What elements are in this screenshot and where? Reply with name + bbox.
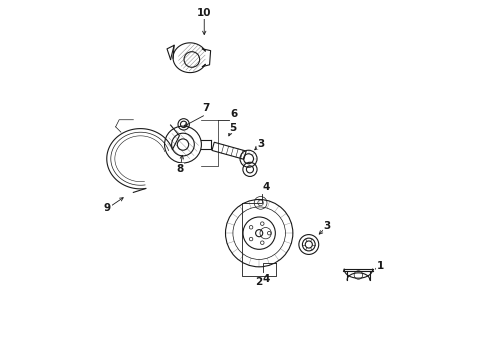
- Text: 3: 3: [323, 221, 331, 231]
- Text: 1: 1: [377, 261, 384, 271]
- Polygon shape: [212, 142, 246, 159]
- Text: 4: 4: [263, 183, 270, 192]
- Text: 3: 3: [257, 139, 265, 149]
- Text: 9: 9: [104, 203, 111, 213]
- Text: 10: 10: [197, 8, 212, 18]
- Text: 8: 8: [176, 164, 184, 174]
- Text: 6: 6: [231, 109, 238, 119]
- Text: 7: 7: [202, 103, 210, 113]
- Text: 4: 4: [263, 274, 270, 284]
- Text: 2: 2: [256, 278, 263, 288]
- Text: 5: 5: [229, 122, 236, 132]
